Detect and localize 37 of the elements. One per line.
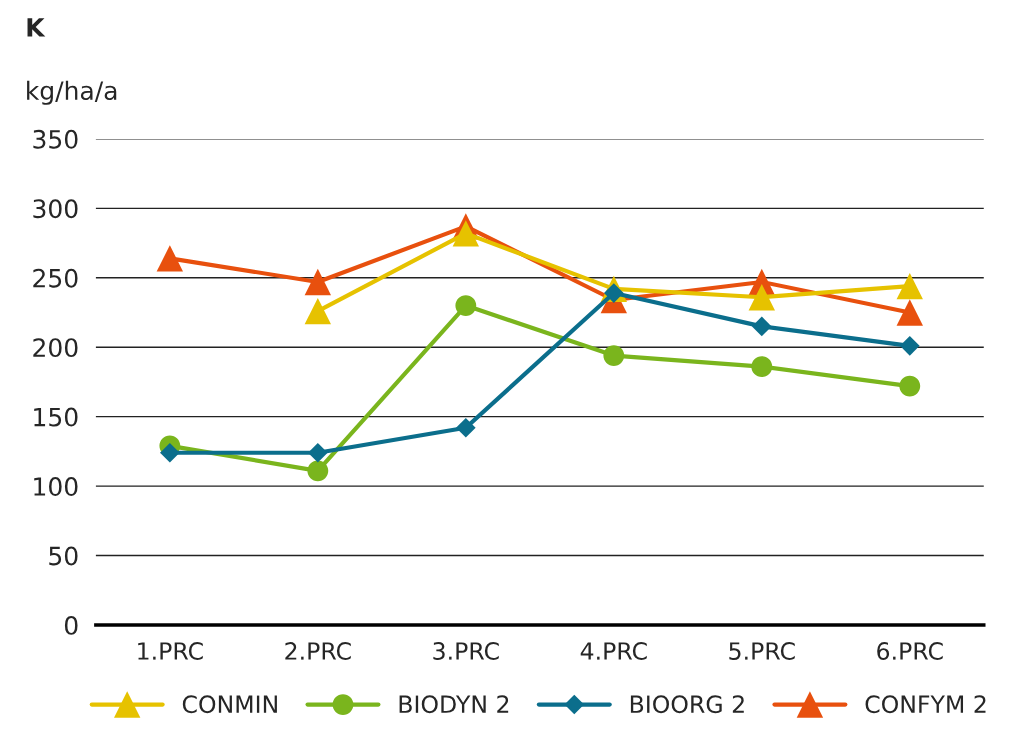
legend-label: CONMIN (182, 695, 277, 714)
y-tick-label: 150 (34, 407, 78, 427)
point (751, 316, 772, 337)
y-tick-label: 350 (33, 129, 78, 149)
y-axis-title: kg/ha/a (27, 80, 117, 105)
point (160, 442, 180, 463)
point (896, 299, 923, 326)
point (751, 356, 773, 378)
legend-label: BIOORG 2 (630, 695, 744, 714)
point (455, 295, 477, 316)
point (307, 460, 329, 482)
point (156, 245, 184, 272)
x-tick-label: 5.PRC (729, 642, 795, 660)
legend-label: CONFYM 2 (865, 695, 986, 714)
point (896, 272, 923, 300)
x-tick-label: 2.PRC (285, 642, 351, 660)
point (748, 284, 775, 311)
x-tick-label: 1.PRC (138, 642, 203, 660)
chart-title: K (27, 18, 46, 37)
y-tick-label: 300 (33, 199, 78, 219)
x-tick-label: 3.PRC (433, 642, 499, 660)
x-tick-label: 6.PRC (877, 642, 943, 660)
y-tick-label: 50 (49, 546, 78, 566)
point (899, 375, 921, 397)
point (452, 220, 480, 247)
point (899, 336, 920, 356)
point (603, 345, 625, 366)
y-tick-label: 250 (33, 268, 78, 288)
point (308, 442, 328, 463)
point (304, 297, 332, 325)
point (456, 417, 476, 438)
point (304, 268, 332, 296)
y-tick-label: 0 (64, 615, 78, 635)
y-tick-label: 200 (33, 338, 78, 358)
legend-label: BIODYN 2 (399, 695, 509, 714)
x-tick-label: 4.PRC (580, 642, 647, 660)
y-tick-label: 100 (34, 477, 78, 496)
